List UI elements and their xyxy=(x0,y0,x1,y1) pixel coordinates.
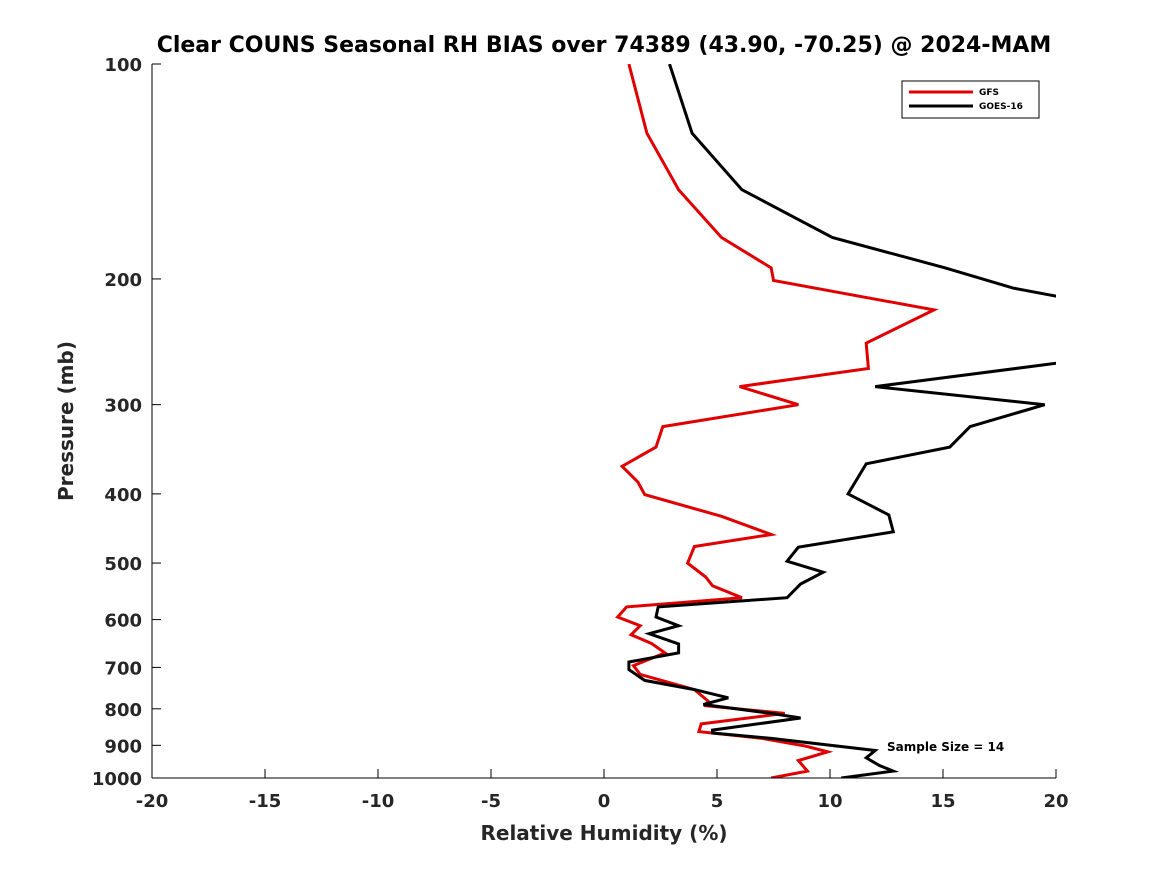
x-tick-label: 10 xyxy=(817,791,842,812)
y-tick-label: 800 xyxy=(104,700,142,721)
y-tick-label: 400 xyxy=(104,485,142,506)
y-tick-label: 300 xyxy=(104,396,142,417)
y-tick-label: 900 xyxy=(104,736,142,757)
y-tick-label: 500 xyxy=(104,554,142,575)
x-tick-label: 0 xyxy=(598,791,611,812)
x-tick-label: -5 xyxy=(481,791,501,812)
x-tick-label: 5 xyxy=(711,791,724,812)
x-axis-title: Relative Humidity (%) xyxy=(480,821,727,845)
legend-label: GOES-16 xyxy=(979,102,1023,112)
chart-title: Clear COUNS Seasonal RH BIAS over 74389 … xyxy=(157,33,1052,58)
series-line-gfs xyxy=(615,64,939,778)
sample-size-annotation: Sample Size = 14 xyxy=(887,740,1004,754)
x-tick-label: -15 xyxy=(249,791,282,812)
y-tick-label: 100 xyxy=(104,55,142,76)
x-tick-label: -20 xyxy=(136,791,169,812)
plot-area xyxy=(152,64,1056,778)
legend-label: GFS xyxy=(979,88,999,98)
y-tick-label: 1000 xyxy=(92,769,142,790)
y-tick-label: 600 xyxy=(104,611,142,632)
y-tick-label: 700 xyxy=(104,658,142,679)
x-tick-label: 15 xyxy=(930,791,955,812)
series-line-goes-16 xyxy=(627,64,1056,778)
y-tick-label: 200 xyxy=(104,270,142,291)
y-axis-title: Pressure (mb) xyxy=(54,341,78,501)
x-tick-label: -10 xyxy=(362,791,395,812)
x-tick-label: 20 xyxy=(1043,791,1068,812)
legend-box xyxy=(901,80,1040,119)
